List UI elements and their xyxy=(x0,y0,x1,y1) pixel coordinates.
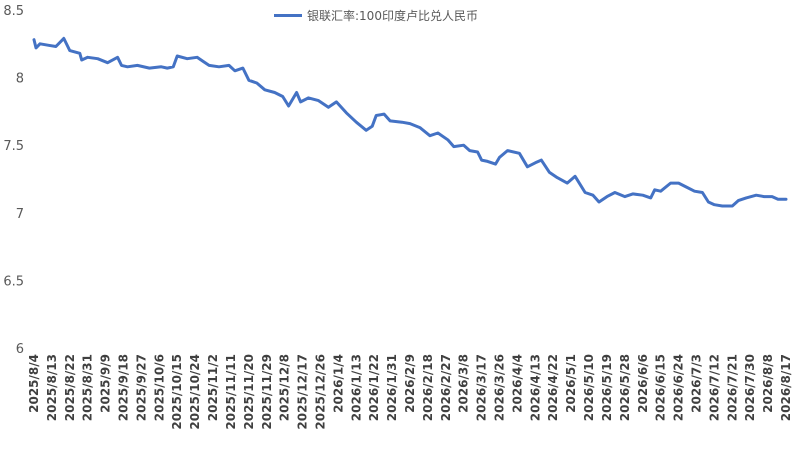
x-tick-label: 2025/10/15 xyxy=(170,354,184,430)
x-tick-label: 2025/11/11 xyxy=(224,354,238,430)
x-tick-label: 2025/8/22 xyxy=(63,354,77,421)
x-tick-label: 2026/1/31 xyxy=(385,354,399,421)
y-tick-label: 7 xyxy=(16,207,24,222)
x-tick-label: 2025/11/20 xyxy=(242,354,256,430)
x-tick-label: 2026/1/4 xyxy=(331,354,345,413)
x-tick-label: 2026/8/8 xyxy=(761,354,775,413)
y-axis: 6 6.5 7 7.5 8 8.5 xyxy=(3,4,24,357)
y-tick-label: 8 xyxy=(16,72,24,87)
x-tick-label: 2025/8/4 xyxy=(27,354,41,413)
x-tick-label: 2026/3/26 xyxy=(493,354,507,421)
series-line xyxy=(32,36,788,208)
legend: 银联汇率:100印度卢比兑人民币 xyxy=(274,6,478,24)
x-tick-label: 2025/10/24 xyxy=(188,354,202,430)
x-tick-label: 2025/9/27 xyxy=(134,354,148,421)
x-tick-label: 2026/5/10 xyxy=(582,354,596,421)
y-tick-label: 7.5 xyxy=(3,139,24,154)
x-tick-label: 2025/12/26 xyxy=(314,354,328,430)
x-tick-label: 2026/4/4 xyxy=(510,354,524,413)
x-tick-label: 2025/10/6 xyxy=(152,354,166,421)
plot-area xyxy=(32,36,788,208)
x-tick-label: 2026/6/6 xyxy=(636,354,650,413)
x-tick-label: 2026/6/15 xyxy=(654,354,668,421)
y-tick-label: 8.5 xyxy=(3,4,24,19)
x-axis: 2025/8/4 2025/8/13 2025/8/22 2025/8/31 2025/… xyxy=(27,354,793,430)
y-tick-label: 6 xyxy=(16,342,24,357)
x-tick-label: 2026/2/18 xyxy=(421,354,435,421)
x-tick-label: 2026/7/12 xyxy=(707,354,721,421)
x-tick-label: 2026/1/22 xyxy=(367,354,381,421)
x-tick-label: 2026/2/27 xyxy=(439,354,453,421)
x-tick-label: 2026/8/17 xyxy=(779,354,793,421)
x-tick-label: 2025/9/9 xyxy=(99,354,113,413)
x-tick-label: 2025/11/29 xyxy=(260,354,274,430)
x-tick-label: 2026/7/3 xyxy=(690,354,704,413)
x-tick-label: 2026/4/22 xyxy=(546,354,560,421)
x-tick-label: 2025/9/18 xyxy=(117,354,131,421)
x-tick-label: 2026/3/17 xyxy=(475,354,489,421)
x-tick-label: 2025/11/2 xyxy=(206,354,220,421)
x-tick-label: 2026/5/28 xyxy=(618,354,632,421)
y-tick-label: 6.5 xyxy=(3,274,24,289)
x-tick-label: 2025/8/31 xyxy=(81,354,95,421)
legend-swatch xyxy=(274,13,302,17)
x-tick-label: 2026/2/9 xyxy=(403,354,417,413)
x-tick-label: 2026/1/13 xyxy=(349,354,363,421)
x-tick-label: 2026/5/1 xyxy=(564,354,578,413)
x-tick-label: 2026/7/21 xyxy=(725,354,739,421)
x-tick-label: 2026/3/8 xyxy=(457,354,471,413)
x-tick-label: 2026/4/13 xyxy=(528,354,542,421)
legend-label: 银联汇率:100印度卢比兑人民币 xyxy=(307,8,478,23)
x-tick-label: 2026/6/24 xyxy=(672,354,686,421)
x-tick-label: 2025/8/13 xyxy=(45,354,59,421)
x-tick-label: 2025/12/8 xyxy=(278,354,292,421)
x-tick-label: 2026/5/19 xyxy=(600,354,614,421)
x-tick-label: 2025/12/17 xyxy=(296,354,310,430)
x-tick-label: 2026/7/30 xyxy=(743,354,757,421)
